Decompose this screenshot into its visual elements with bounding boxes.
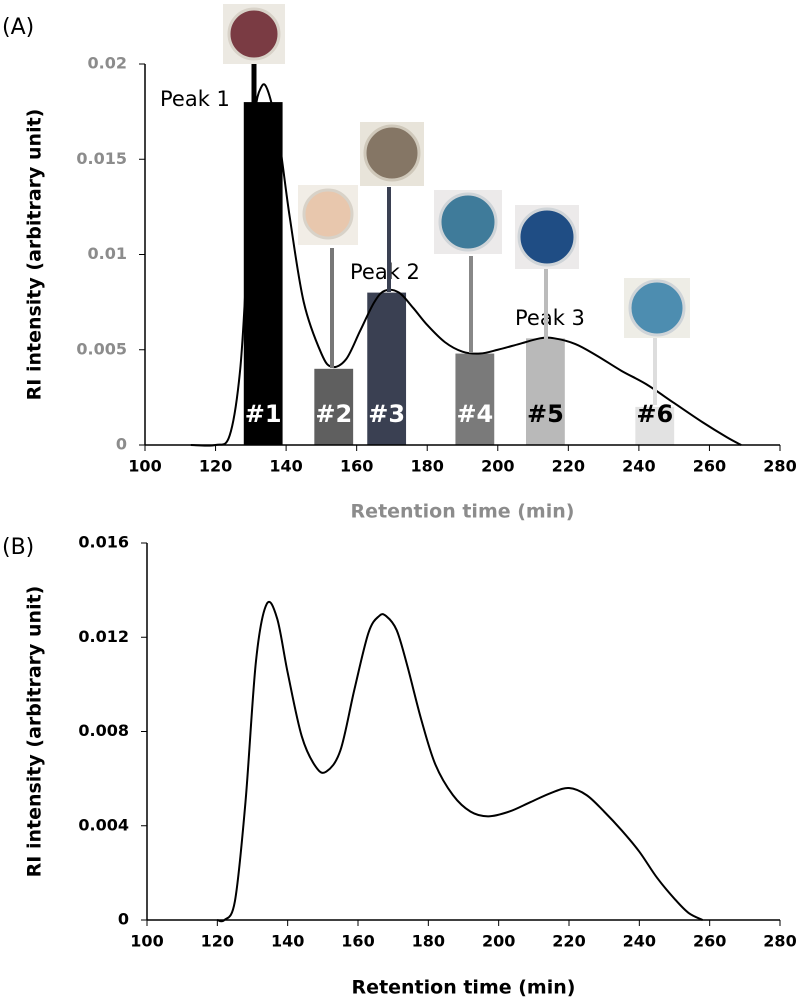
x-tick-label: 260	[693, 457, 726, 476]
y-tick-label: 0.012	[78, 627, 129, 646]
x-tick-label: 220	[552, 932, 585, 951]
fraction-label: #4	[456, 400, 493, 428]
peak-annotation: Peak 1	[160, 87, 230, 111]
x-tick-label: 260	[693, 932, 726, 951]
peak-annotation: Peak 3	[515, 306, 585, 330]
x-tick-label: 100	[130, 932, 163, 951]
x-tick-label: 100	[128, 457, 161, 476]
x-tick-label: 280	[763, 932, 796, 951]
y-tick-label: 0	[118, 910, 129, 929]
x-tick-label: 120	[201, 932, 234, 951]
y-tick-label: 0.005	[76, 339, 127, 358]
chart-panel: (B) 100 120 140 160 180 200 220 240 260 280 0 0.004 0…	[2, 533, 797, 999]
well	[363, 124, 421, 182]
x-tick-label: 180	[411, 457, 444, 476]
x-tick-label: 160	[340, 457, 373, 476]
well	[438, 192, 498, 252]
fraction-bar	[635, 406, 675, 445]
y-tick-label: 0.016	[78, 533, 129, 552]
fraction-bar	[367, 292, 407, 445]
fraction-bar	[526, 338, 565, 445]
y-axis-title: RI intensity (arbitrary unit)	[24, 586, 46, 878]
x-tick-label: 140	[271, 932, 304, 951]
y-tick-label: 0.01	[88, 244, 127, 263]
fraction-bar	[455, 353, 495, 445]
fraction-label: #5	[527, 400, 564, 428]
x-tick-label: 220	[552, 457, 585, 476]
well-images	[223, 4, 690, 405]
x-axis-title: Retention time (min)	[351, 501, 575, 523]
x-tick-label: 140	[269, 457, 302, 476]
well	[517, 207, 577, 267]
y-tick-label: 0.015	[76, 149, 127, 168]
y-tick-label: 0.008	[78, 721, 129, 740]
fraction-label: #2	[315, 400, 352, 428]
x-tick-label: 180	[412, 932, 445, 951]
panel-label: (B)	[2, 535, 34, 560]
y-tick-label: 0	[116, 435, 127, 454]
y-tick-label: 0.02	[88, 54, 127, 73]
fraction-bar	[314, 368, 354, 445]
y-tick-label: 0.004	[78, 815, 129, 834]
y-axis-title: RI intensity (arbitrary unit)	[24, 109, 46, 401]
peak-annotation: Peak 2	[350, 260, 420, 284]
x-tick-label: 240	[622, 457, 655, 476]
x-tick-label: 240	[623, 932, 656, 951]
x-tick-label: 200	[482, 932, 515, 951]
panel-label: (A)	[2, 15, 34, 40]
fraction-label: #1	[245, 400, 282, 428]
x-tick-label: 200	[481, 457, 514, 476]
well	[628, 279, 686, 337]
fraction-bar	[243, 102, 283, 445]
well	[302, 188, 354, 240]
x-axis-title: Retention time (min)	[352, 977, 576, 999]
well	[227, 7, 281, 61]
fraction-label: #3	[368, 400, 405, 428]
curve	[217, 600, 704, 923]
x-tick-label: 160	[341, 932, 374, 951]
x-tick-label: 280	[763, 457, 796, 476]
x-tick-label: 120	[199, 457, 232, 476]
